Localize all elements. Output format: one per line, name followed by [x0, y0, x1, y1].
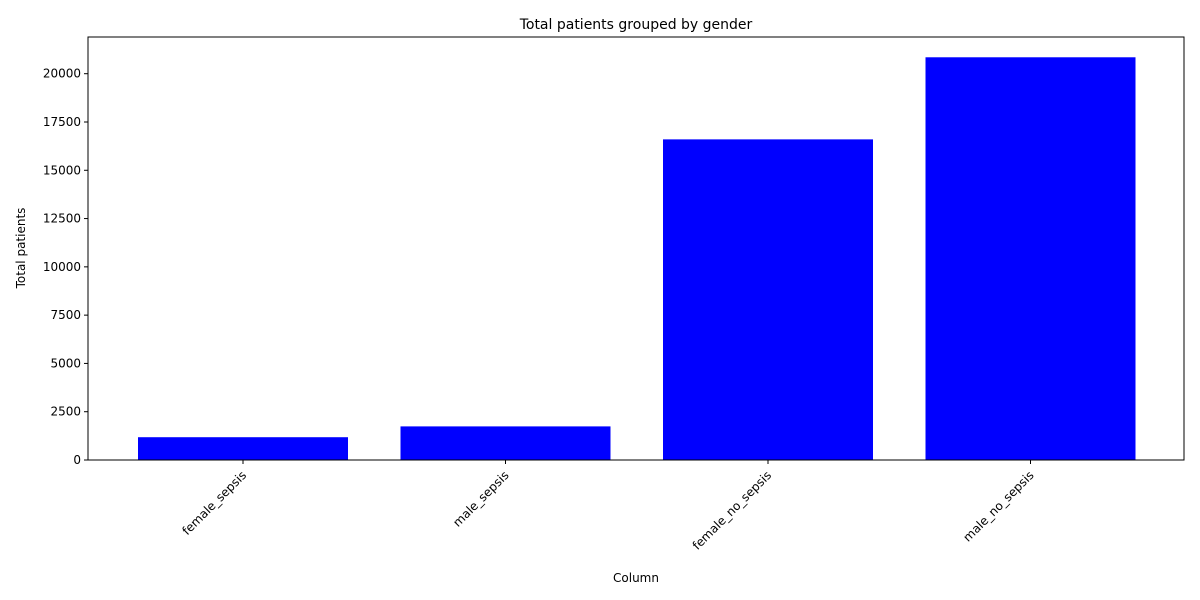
x-tick-label: female_sepsis: [179, 468, 249, 538]
bar-female_sepsis: [138, 437, 348, 460]
x-tick-label: female_no_sepsis: [690, 468, 774, 552]
y-tick-label: 20000: [43, 67, 81, 81]
y-tick-label: 12500: [43, 212, 81, 226]
y-tick-label: 7500: [50, 308, 81, 322]
chart-title: Total patients grouped by gender: [519, 17, 753, 33]
x-tick-label: male_no_sepsis: [960, 468, 1036, 544]
y-tick-label: 2500: [50, 405, 81, 419]
bar-male_sepsis: [400, 426, 611, 460]
y-axis-label: Total patients: [14, 208, 28, 290]
y-tick-label: 5000: [50, 356, 81, 370]
y-tick-label: 15000: [43, 163, 81, 177]
x-tick-label: male_sepsis: [450, 468, 511, 529]
bar-male_no_sepsis: [925, 57, 1136, 460]
plot-frame: [87, 36, 1185, 461]
x-axis-ticks: female_sepsis male_sepsis female_no_sepsis…: [179, 460, 1037, 553]
x-axis-label: Column: [613, 571, 659, 585]
y-tick-label: 0: [73, 453, 81, 467]
y-axis-ticks: 0 2500 5000 7500 10000 12500 15000 17500 20000: [43, 67, 88, 467]
y-tick-label: 10000: [43, 260, 81, 274]
bar-female_no_sepsis: [663, 139, 873, 460]
bars-layer: [138, 57, 1136, 460]
y-tick-label: 17500: [43, 115, 81, 129]
